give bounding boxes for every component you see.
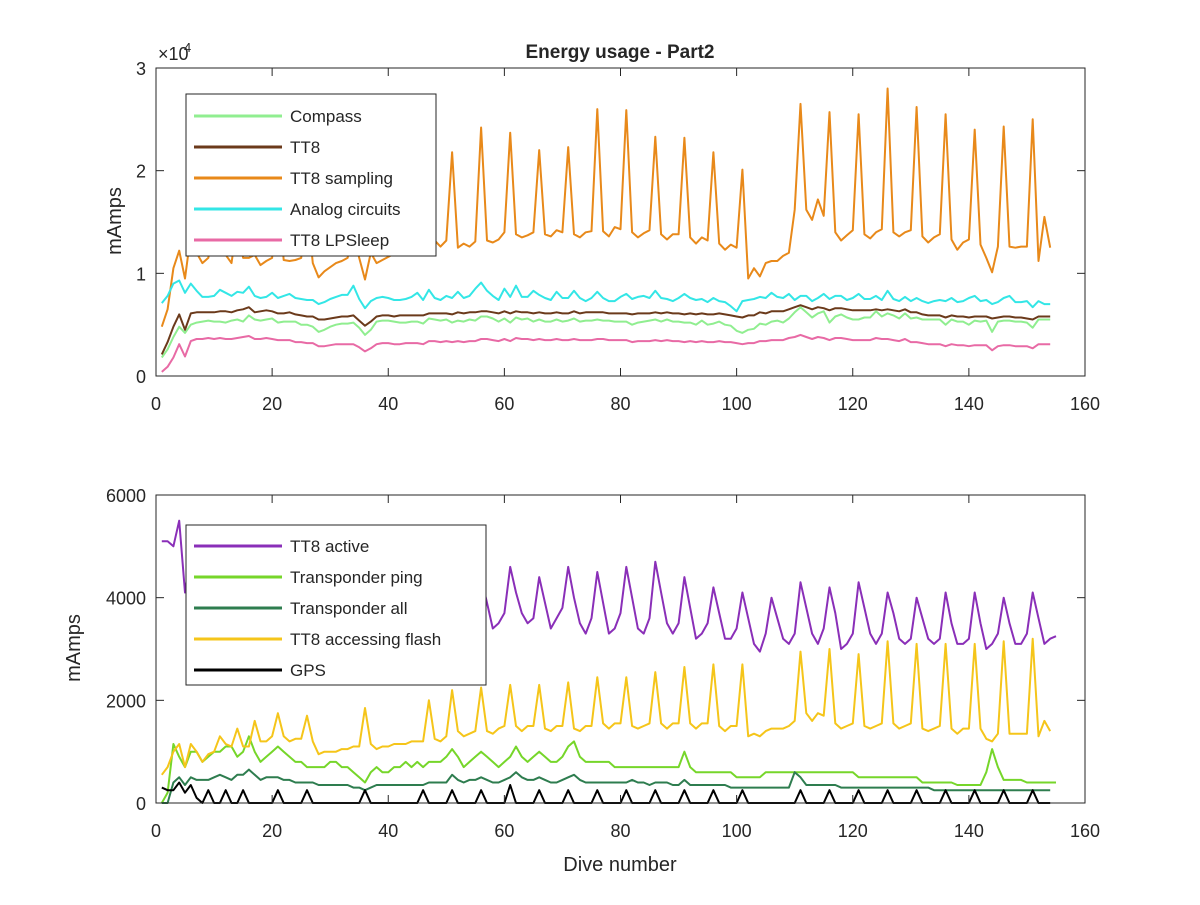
top-series-line-analog-circuits — [161, 279, 1051, 313]
y-axis-label: mAmps — [104, 187, 126, 255]
y-exponent-base: ×10 — [158, 44, 189, 64]
bottom-legend-label: TT8 accessing flash — [290, 630, 441, 649]
bottom-x-tick-label: 140 — [954, 821, 984, 841]
top-legend: Compass TT8 TT8 sampling Analog circuits TT8… — [185, 93, 437, 257]
top-y-tick-label: 2 — [136, 162, 146, 182]
y-exponent-label: ×10 4 — [158, 40, 191, 64]
bottom-y-tick-label: 2000 — [106, 691, 146, 711]
top-series-line-tt8-lpsleep — [161, 333, 1051, 373]
x-axis-label: Dive number — [563, 854, 677, 876]
chart-title: Energy usage - Part2 — [525, 42, 714, 63]
bottom-y-tick-label: 0 — [136, 794, 146, 814]
bottom-y-tick-label: 6000 — [106, 486, 146, 506]
top-legend-label: TT8 — [290, 138, 320, 157]
bottom-axes: mAmps Dive number 0 20 40 60 80 100 120 140 1600… — [63, 486, 1100, 876]
top-y-tick-label: 0 — [136, 367, 146, 387]
top-ticks: 0 20 40 60 80 100 120 140 160 0 1 2 3 — [136, 59, 1100, 414]
top-x-tick-label: 40 — [378, 394, 398, 414]
top-legend-label: TT8 sampling — [290, 169, 393, 188]
top-series-line-tt8 — [160, 304, 1051, 355]
bottom-legend-label: Transponder ping — [290, 568, 423, 587]
top-y-tick-label: 3 — [136, 59, 146, 79]
bottom-series-line-transponder-all — [161, 768, 1051, 804]
top-x-tick-label: 100 — [722, 394, 752, 414]
bottom-x-tick-label: 80 — [610, 821, 630, 841]
top-plot-area — [160, 87, 1052, 373]
bottom-legend-label: Transponder all — [290, 599, 408, 618]
top-legend-label: Analog circuits — [290, 200, 401, 219]
bottom-axes-box — [155, 494, 1086, 804]
bottom-x-tick-label: 120 — [838, 821, 868, 841]
top-x-tick-label: 160 — [1070, 394, 1100, 414]
top-y-tick-label: 1 — [136, 264, 146, 284]
bottom-y-tick-label: 4000 — [106, 589, 146, 609]
bottom-x-tick-label: 0 — [151, 821, 161, 841]
top-x-tick-label: 80 — [610, 394, 630, 414]
bottom-legend-label: GPS — [290, 661, 326, 680]
y-exponent-power: 4 — [184, 40, 191, 55]
bottom-series-line-tt8-accessing-flash — [161, 637, 1052, 776]
top-x-tick-label: 20 — [262, 394, 282, 414]
bottom-x-tick-label: 160 — [1070, 821, 1100, 841]
bottom-series-line-transponder-ping — [160, 735, 1056, 804]
top-x-tick-label: 0 — [151, 394, 161, 414]
top-legend-label: TT8 LPSleep — [290, 231, 389, 250]
y-axis-label-bottom: mAmps — [63, 614, 85, 682]
bottom-legend-box — [185, 524, 487, 686]
bottom-ticks: 0 20 40 60 80 100 120 140 160 0 2000 4000 6000 — [106, 486, 1100, 841]
top-legend-label: Compass — [290, 107, 362, 126]
bottom-x-tick-label: 100 — [722, 821, 752, 841]
top-series-line-compass — [160, 306, 1051, 359]
top-axes: Energy usage - Part2 ×10 4 mAmps 0 20 40 60… — [104, 40, 1100, 414]
bottom-x-tick-label: 20 — [262, 821, 282, 841]
bottom-legend: TT8 active Transponder ping Transponder al… — [185, 524, 487, 686]
top-legend-box — [185, 93, 437, 257]
bottom-legend-label: TT8 active — [290, 537, 369, 556]
bottom-x-tick-label: 60 — [494, 821, 514, 841]
top-axes-box — [155, 67, 1086, 377]
bottom-x-tick-label: 40 — [378, 821, 398, 841]
top-x-tick-label: 60 — [494, 394, 514, 414]
top-x-tick-label: 140 — [954, 394, 984, 414]
top-x-tick-label: 120 — [838, 394, 868, 414]
